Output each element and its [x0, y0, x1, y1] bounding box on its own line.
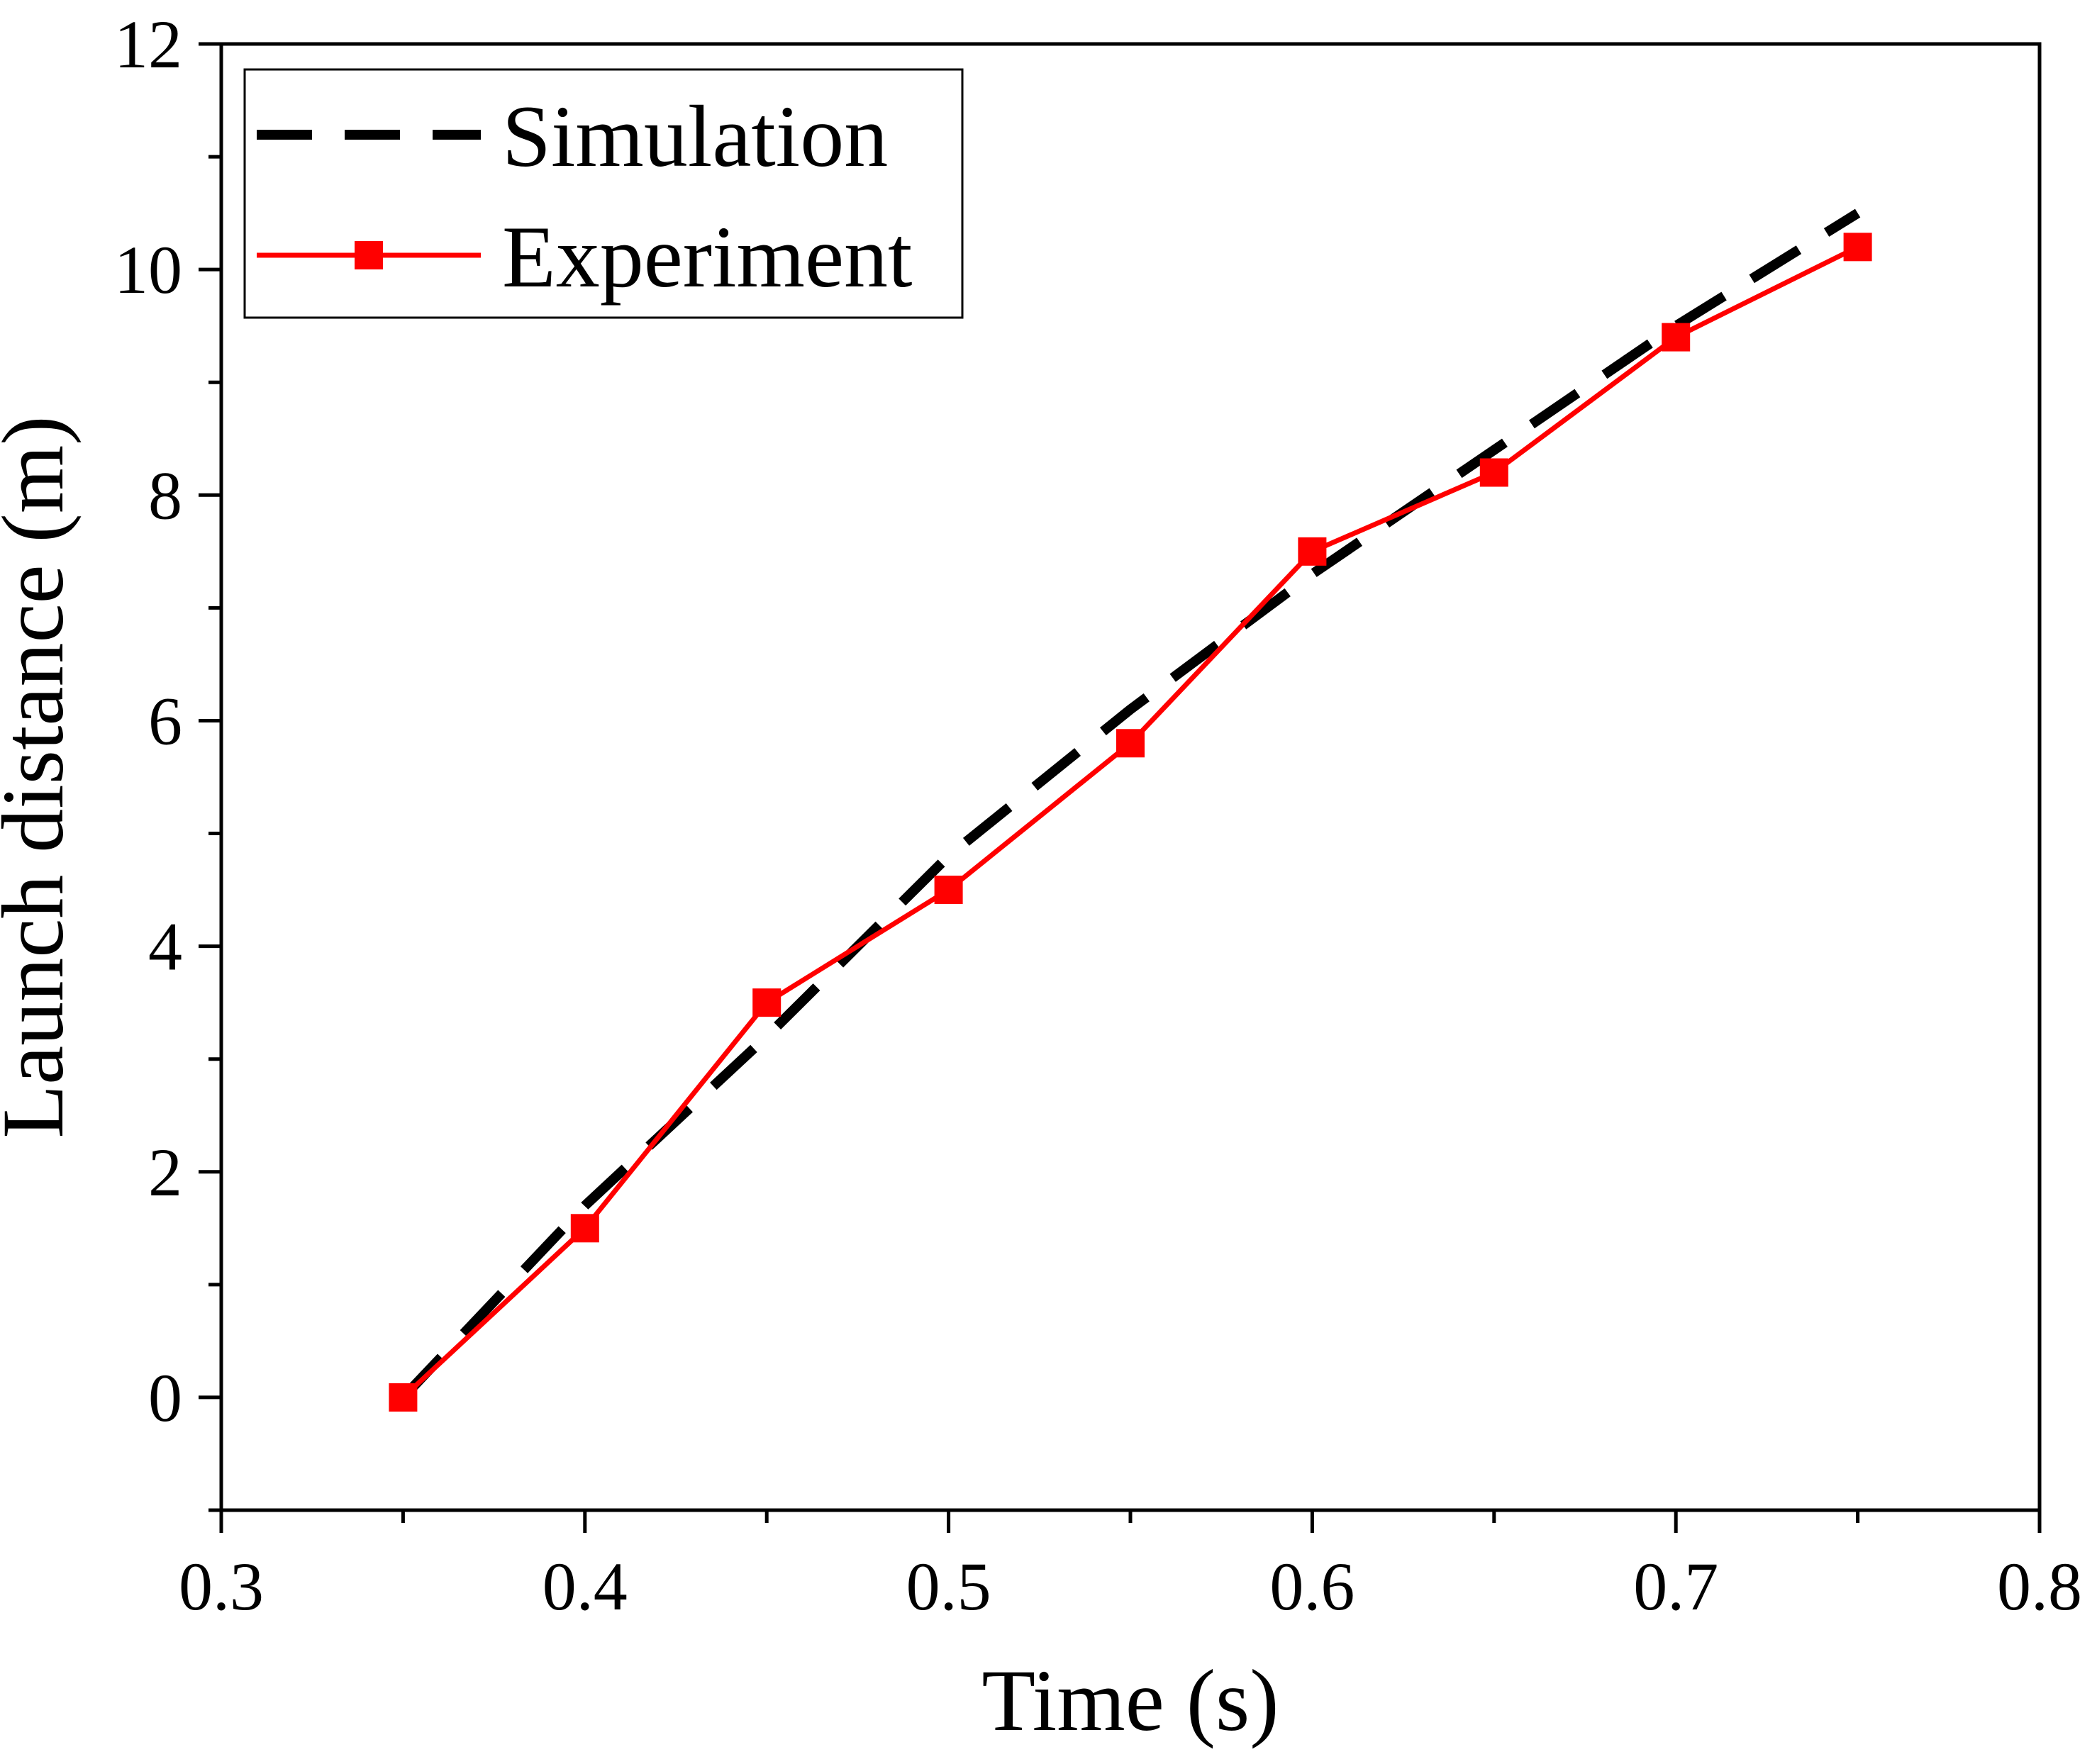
x-tick-label: 0.6 [1269, 1548, 1355, 1624]
legend-box [243, 68, 964, 319]
legend: Simulation Experiment [243, 68, 964, 319]
x-tick-label: 0.4 [543, 1548, 628, 1624]
legend-experiment-label: Experiment [502, 208, 912, 306]
x-axis-title: Time (s) [981, 1652, 1279, 1749]
data-point-experiment [752, 988, 781, 1017]
data-point-experiment [934, 876, 963, 905]
axis-ticks [199, 42, 2042, 1533]
data-point-experiment [570, 1214, 599, 1243]
data-point-experiment [1298, 537, 1327, 566]
y-tick-label: 10 [114, 232, 182, 308]
y-tick-label: 4 [148, 909, 182, 985]
legend-simulation-label: Simulation [502, 88, 888, 185]
series-line-simulation [399, 208, 1861, 1401]
series-layer [389, 208, 1872, 1412]
data-point-experiment [1479, 458, 1508, 487]
y-tick-label: 8 [148, 457, 182, 533]
plot-frame [219, 42, 2042, 1512]
x-tick-label: 0.8 [1997, 1548, 2082, 1624]
data-point-experiment [1843, 233, 1872, 262]
x-tick-label: 0.3 [179, 1548, 264, 1624]
y-axis-title: Launch distance (m) [0, 415, 82, 1138]
y-tick-label: 0 [148, 1360, 182, 1436]
data-point-experiment [1662, 323, 1691, 352]
y-tick-label: 6 [148, 683, 182, 759]
legend-experiment-marker [355, 241, 383, 269]
y-tick-label: 2 [148, 1134, 182, 1210]
x-tick-label: 0.5 [906, 1548, 991, 1624]
tick-labels: 0.3 0.4 0.5 0.6 0.7 0.8 0 2 4 6 8 10 12 [114, 6, 2082, 1624]
data-point-experiment [1116, 729, 1145, 758]
x-tick-label: 0.7 [1633, 1548, 1718, 1624]
y-tick-label: 12 [114, 6, 182, 82]
data-point-experiment [389, 1383, 418, 1412]
